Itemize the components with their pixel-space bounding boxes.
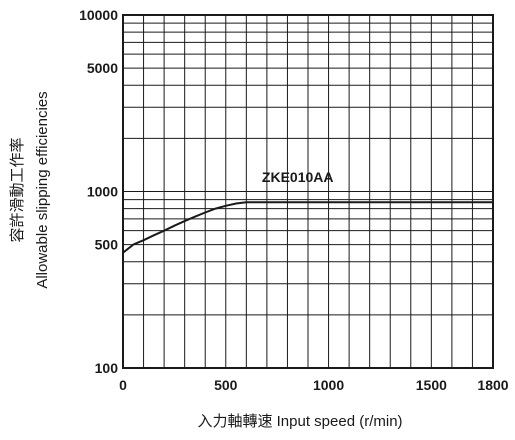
plot-frame xyxy=(122,14,494,369)
grid xyxy=(123,15,493,368)
x-tick-label: 500 xyxy=(214,377,238,393)
x-axis-title: 入力軸轉速 Input speed (r/min) xyxy=(197,413,402,430)
y-axis-title-japanese: 容許滑動工作率 xyxy=(9,137,26,242)
y-tick-label: 100 xyxy=(95,360,119,376)
y-tick-label: 1000 xyxy=(87,184,118,200)
series-line xyxy=(122,201,493,254)
y-tick-labels: 100 500 1000 5000 10000 xyxy=(79,7,118,376)
y-tick-label: 10000 xyxy=(79,7,118,23)
y-tick-label: 5000 xyxy=(87,60,118,76)
x-tick-label: 1500 xyxy=(416,377,447,393)
y-axis-title-english: Allowable slipping efficiencies xyxy=(34,91,51,288)
x-tick-label: 1000 xyxy=(313,377,344,393)
series-label-zke010aa: ZKE010AA xyxy=(262,169,334,185)
series-layer xyxy=(122,201,493,254)
x-tick-label: 1800 xyxy=(477,377,508,393)
y-tick-label: 500 xyxy=(95,237,119,253)
x-tick-label: 0 xyxy=(119,377,127,393)
x-tick-labels: 0 500 1000 1500 1800 xyxy=(119,377,509,393)
